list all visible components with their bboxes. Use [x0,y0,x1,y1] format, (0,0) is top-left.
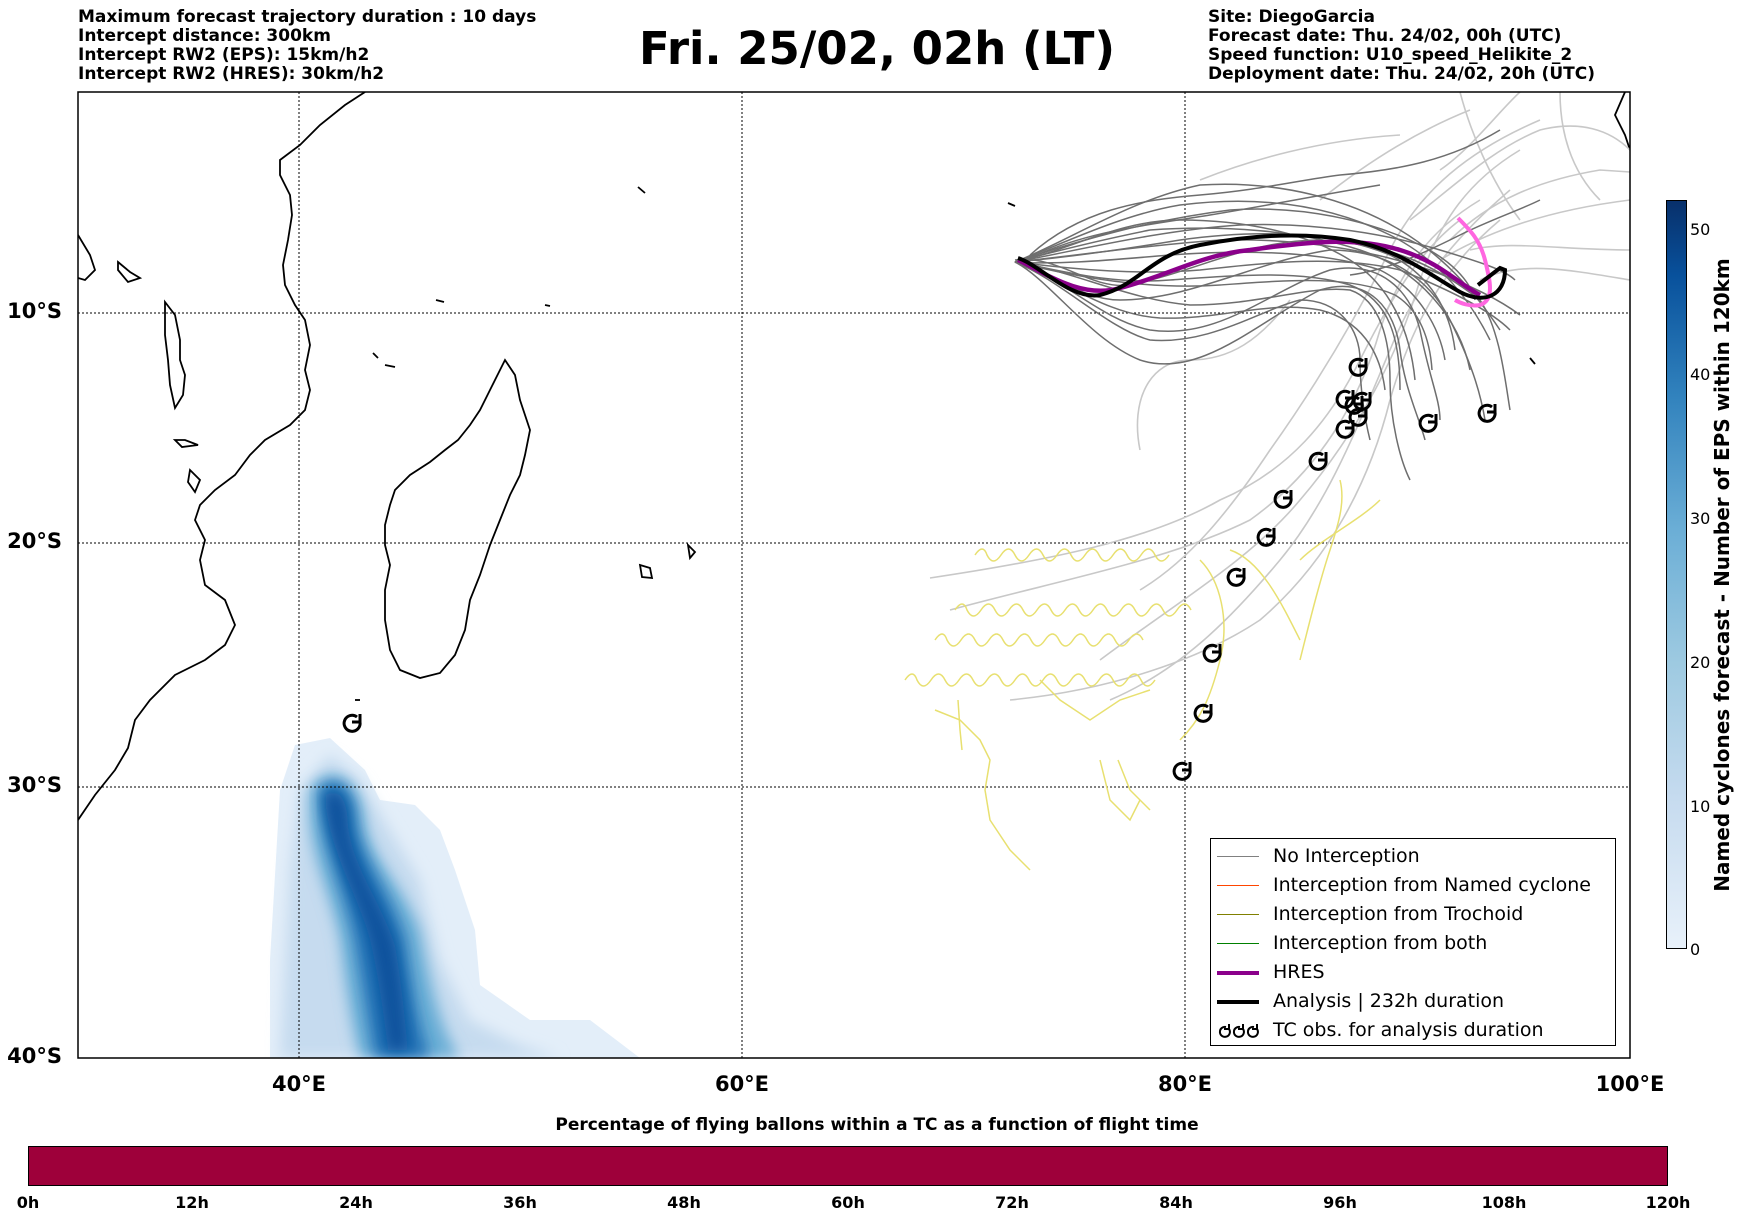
legend-item-both: Interception from both [1211,931,1615,957]
trochoid-tracks [904,479,1381,871]
colorbar-tick: 10 [1690,797,1711,816]
param-line: Intercept RW2 (HRES): 30km/h2 [78,64,385,84]
tropical-cyclone-icon [1335,419,1355,439]
analysis-track [1017,233,1508,300]
param-line: Intercept RW2 (EPS): 15km/h2 [78,45,370,65]
param-line: Maximum forecast trajectory duration : 1… [78,7,537,27]
tropical-cyclone-icon [1226,567,1246,587]
cyclone-density-field [270,738,640,1058]
legend-label: Interception from Trochoid [1273,903,1524,925]
legend-label: TC obs. for analysis duration [1273,1019,1544,1041]
lat-label-30s: 30°S [7,773,62,797]
tropical-cyclone-icon [1218,1024,1259,1038]
flight-bar-tick-label: 60h [831,1193,865,1212]
flight-percentage-bar [28,1146,1668,1186]
density-colorbar [1666,200,1687,949]
lon-label-60e: 60°E [714,1072,770,1096]
lat-label-10s: 10°S [7,299,62,323]
hres-track [1017,239,1482,298]
tropical-cyclone-icon [1348,357,1368,377]
legend-item-trochoid: Interception from Trochoid [1211,902,1615,928]
tropical-cyclone-icon [1352,391,1372,411]
legend-swatch [1217,856,1259,857]
flight-bar-tick-label: 36h [503,1193,537,1212]
legend-swatch [1217,943,1259,944]
tropical-cyclone-icon [1172,761,1192,781]
site-line: Site: DiegoGarcia [1208,7,1375,27]
legend-label: HRES [1273,961,1325,983]
map-legend: No Interception Interception from Named … [1210,838,1616,1046]
flight-bar-tick-label: 84h [1159,1193,1193,1212]
tropical-cyclone-icon [1273,489,1293,509]
tropical-cyclone-icon [342,713,362,733]
legend-label: No Interception [1273,845,1420,867]
site-line: Speed function: U10_speed_Helikite_2 [1208,45,1573,65]
map-gridlines [78,92,1630,1058]
legend-item-analysis: Analysis | 232h duration [1211,989,1615,1015]
site-info: Site: DiegoGarcia Forecast date: Thu. 24… [1208,8,1595,84]
flight-bar-tick-label: 72h [995,1193,1029,1212]
colorbar-tick: 50 [1690,220,1711,239]
legend-item-hres: HRES [1211,960,1615,986]
tropical-cyclone-icon [1256,527,1276,547]
legend-label: Interception from both [1273,932,1488,954]
flight-bar-tick-label: 96h [1323,1193,1357,1212]
legend-item-tc-obs: TC obs. for analysis duration [1211,1018,1615,1044]
flight-bar-tick-label: 0h [16,1193,40,1212]
flight-bar-tick-label: 120h [1645,1193,1691,1212]
colorbar-tick: 0 [1690,940,1701,959]
tropical-cyclone-icon [1193,703,1213,723]
tc-observations [342,357,1497,781]
coastlines [78,92,1630,821]
pink-track [1453,216,1492,308]
flight-bar-tick-label: 108h [1481,1193,1527,1212]
flight-bar-title: Percentage of flying ballons within a TC… [555,1115,1199,1135]
legend-label: Interception from Named cyclone [1273,874,1591,896]
lon-label-100e: 100°E [1595,1072,1665,1096]
colorbar-gradient [1666,200,1687,949]
lon-label-80e: 80°E [1157,1072,1213,1096]
lat-label-40s: 40°S [7,1044,62,1068]
site-line: Forecast date: Thu. 24/02, 00h (UTC) [1208,26,1562,46]
forecast-parameters: Maximum forecast trajectory duration : 1… [78,8,536,84]
colorbar-tick: 20 [1690,653,1711,672]
legend-swatch [1217,1000,1259,1004]
legend-swatch [1217,914,1259,915]
colorbar-tick: 40 [1690,365,1711,384]
legend-label: Analysis | 232h duration [1273,990,1505,1012]
lon-label-40e: 40°E [271,1072,327,1096]
flight-bar-tick-label: 24h [339,1193,373,1212]
lat-label-20s: 20°S [7,529,62,553]
light-ensemble-tracks [929,92,1630,701]
colorbar-label: Named cyclones forecast - Number of EPS … [1710,258,1734,892]
tropical-cyclone-icon [1418,413,1438,433]
legend-swatch [1217,971,1259,975]
legend-item-no-interception: No Interception [1211,844,1615,870]
tropical-cyclone-icon [1348,407,1368,427]
map-frame [77,91,1631,1059]
legend-item-named-cyclone: Interception from Named cyclone [1211,873,1615,899]
legend-swatch [1217,885,1259,886]
flight-bar-tick-label: 12h [175,1193,209,1212]
param-line: Intercept distance: 300km [78,26,331,46]
site-line: Deployment date: Thu. 24/02, 20h (UTC) [1208,64,1595,84]
flight-bar-tick-label: 48h [667,1193,701,1212]
page-title: Fri. 25/02, 02h (LT) [638,22,1116,75]
tropical-cyclone-icon [1308,451,1328,471]
tropical-cyclone-icon [1202,643,1222,663]
colorbar-tick: 30 [1690,509,1711,528]
tropical-cyclone-icon [1477,403,1497,423]
